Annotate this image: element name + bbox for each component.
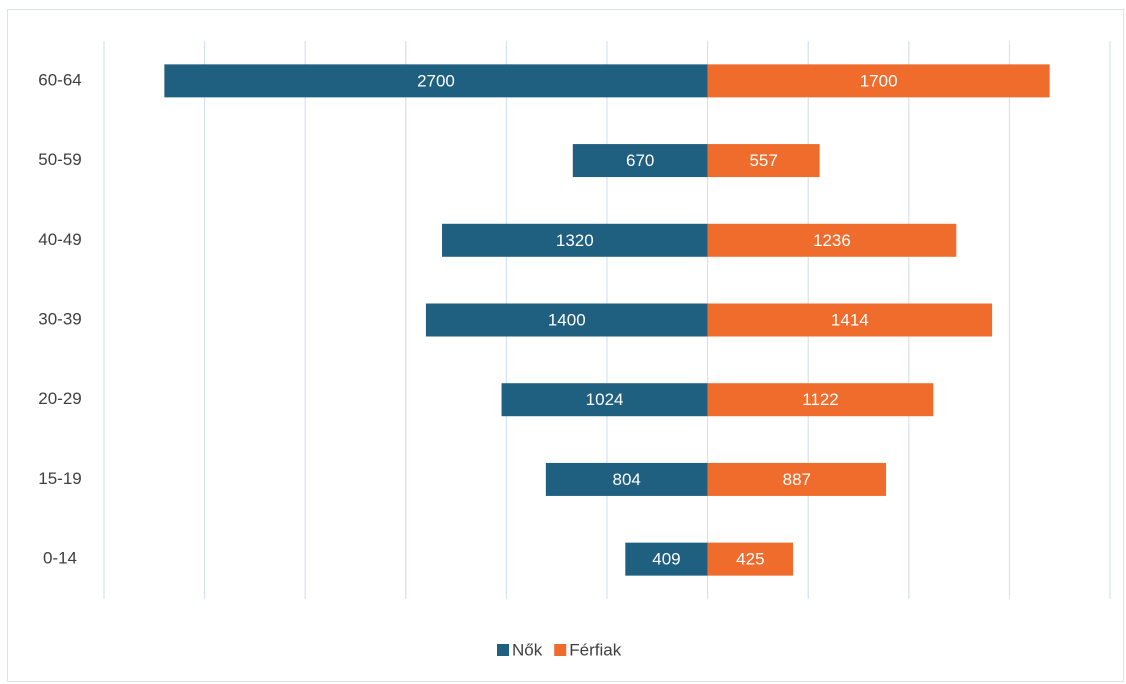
- y-tick-label: 40-49: [38, 230, 81, 249]
- value-label: 1400: [548, 310, 586, 329]
- bar: [164, 64, 708, 98]
- bar: [707, 144, 820, 178]
- value-label: 1414: [831, 310, 869, 329]
- bar: [707, 223, 957, 257]
- legend-swatch: [554, 644, 567, 656]
- bar: [442, 223, 708, 257]
- value-label: 1700: [860, 71, 898, 90]
- y-tick-label: 20-29: [38, 389, 81, 408]
- chart-frame: [7, 9, 1124, 682]
- bar: [707, 64, 1050, 98]
- bar: [707, 542, 794, 576]
- value-label: 1122: [802, 390, 839, 409]
- bar: [625, 542, 708, 576]
- y-tick-label: 15-19: [38, 469, 81, 488]
- y-tick-label: 0-14: [43, 549, 77, 568]
- value-label: 887: [783, 470, 811, 489]
- legend-swatch: [497, 644, 509, 656]
- bar: [572, 144, 708, 178]
- y-tick-label: 60-64: [38, 70, 81, 89]
- bar: [707, 303, 993, 337]
- value-label: 1024: [586, 390, 624, 409]
- value-label: 409: [652, 550, 680, 569]
- value-label: 425: [736, 550, 764, 569]
- bar: [425, 303, 708, 337]
- bar: [707, 383, 934, 417]
- value-label: 1320: [556, 231, 594, 250]
- legend-label: Nők: [512, 640, 543, 659]
- value-label: 557: [749, 151, 777, 170]
- value-label: 804: [613, 470, 641, 489]
- bar: [545, 462, 708, 496]
- bar: [501, 383, 708, 417]
- y-tick-label: 50-59: [38, 150, 81, 169]
- y-tick-label: 30-39: [38, 309, 81, 328]
- bar: [707, 462, 887, 496]
- value-label: 1236: [813, 231, 851, 250]
- legend-label: Férfiak: [569, 640, 621, 659]
- value-label: 670: [626, 151, 654, 170]
- value-label: 2700: [417, 71, 455, 90]
